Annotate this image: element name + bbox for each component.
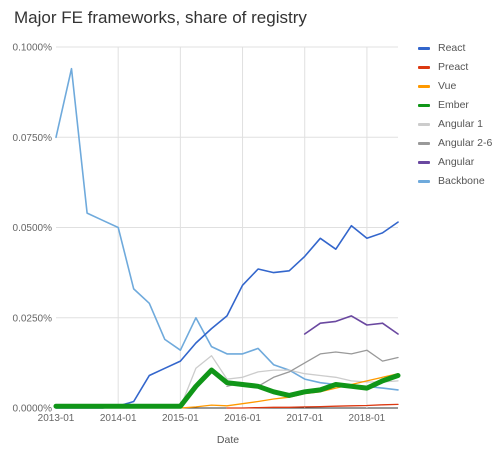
y-tick-label: 0.1000% [13, 43, 53, 54]
legend-swatch [418, 160, 430, 164]
legend-label: Angular 1 [438, 118, 483, 130]
legend-swatch [418, 65, 430, 69]
legend-item: Angular 1 [418, 116, 483, 132]
legend-item: Vue [418, 78, 456, 94]
y-tick-label: 0.0000% [13, 404, 53, 415]
x-tick-label: 2014-01 [100, 413, 137, 424]
series-line-ember [53, 367, 401, 409]
series-line-vue [179, 373, 399, 409]
legend-swatch [418, 122, 430, 126]
legend-swatch [418, 141, 430, 145]
x-tick-label: 2017-01 [286, 413, 323, 424]
legend-label: Vue [438, 80, 457, 92]
series-line-angular [303, 315, 399, 335]
legend-label: Preact [438, 61, 469, 73]
legend-swatch [418, 46, 430, 50]
legend-item: Angular [418, 154, 474, 170]
legend-label: Backbone [438, 175, 485, 187]
legend-label: Angular [438, 156, 475, 168]
x-tick-label: 2018-01 [349, 413, 386, 424]
x-tick-label: 2016-01 [224, 413, 261, 424]
y-tick-label: 0.0750% [13, 133, 53, 144]
legend-label: Ember [438, 99, 469, 111]
legend-label: Angular 2-6 [438, 137, 493, 149]
legend-swatch [418, 179, 430, 183]
y-tick-label: 0.0500% [13, 223, 53, 234]
legend-item: Preact [418, 59, 468, 75]
x-axis-title: Date [217, 434, 239, 446]
chart-title: Major FE frameworks, share of registry [14, 8, 307, 27]
x-tick-label: 2015-01 [162, 413, 199, 424]
x-tick-label: 2013-01 [38, 413, 75, 424]
legend-swatch [418, 103, 430, 107]
legend-item: Backbone [418, 173, 485, 189]
series-line-preact [226, 403, 399, 409]
legend-item: React [418, 40, 465, 56]
legend-swatch [418, 84, 430, 88]
legend-item: Ember [418, 97, 469, 113]
series-lines [53, 67, 401, 409]
legend-item: Angular 2-6 [418, 135, 492, 151]
series-line-backbone [55, 67, 399, 391]
legend-label: React [438, 42, 466, 54]
tick-labels: 0.0000% 0.0250% 0.0500% 0.0750% 0.1000% 2013-… [13, 43, 386, 425]
y-tick-label: 0.0250% [13, 313, 53, 324]
